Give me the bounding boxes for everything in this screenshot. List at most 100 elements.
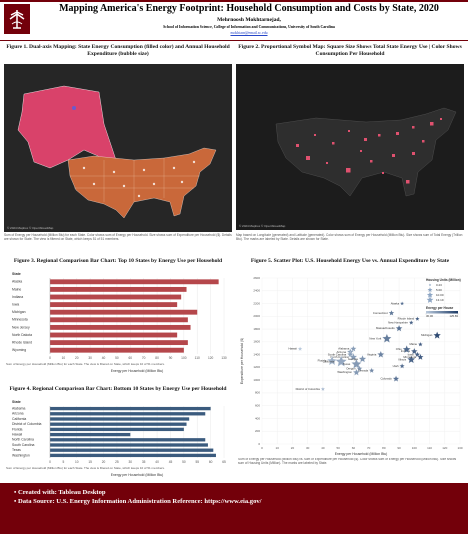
email[interactable]: mokhtarn@email.sc.edu — [230, 31, 268, 35]
x-axis-label: Energy per Household (Million Btu) — [111, 473, 164, 477]
legend-label: 10.00 — [436, 293, 444, 297]
x-tick-label: 0 — [261, 446, 263, 450]
point-label: Michigan — [421, 333, 433, 337]
category-label: North Carolina — [12, 438, 34, 442]
bar — [50, 448, 214, 452]
category-label: North Dakota — [12, 333, 32, 337]
x-tick-label: 10 — [62, 356, 66, 360]
category-label: District of Columbia — [12, 422, 42, 426]
point — [349, 352, 358, 361]
point-label: Arizona — [337, 350, 347, 354]
point-label: Utah — [393, 364, 399, 368]
x-tick-label: 25 — [115, 460, 119, 464]
point-label: Texas — [343, 362, 351, 366]
map: © 2024 Mapbox © OpenStreetMap — [4, 64, 232, 232]
point — [417, 341, 424, 347]
y-tick-label: 0 — [258, 442, 260, 446]
point-label: South Carolina — [328, 352, 347, 356]
point-label: North Carolina — [331, 355, 349, 359]
bar — [50, 417, 190, 421]
point-label: Iowa — [408, 352, 414, 356]
x-axis-label: Energy per Household (Million Btu) — [111, 369, 164, 373]
footer-item: • Created with: Tableau Desktop — [14, 489, 106, 496]
category-label: Rhode Island — [12, 340, 32, 344]
x-tick-label: 90 — [169, 356, 173, 360]
y-tick-label: 2200 — [253, 301, 260, 305]
footer-text: Data Source: U.S. Energy Information Adm… — [17, 498, 262, 505]
category-label: Minnesota — [12, 318, 28, 322]
point-label: Alaska — [391, 301, 400, 305]
x-tick-label: 35 — [142, 460, 146, 464]
bar — [50, 432, 131, 437]
figure-title: Figure 5. Scatter Plot: U.S. Household E… — [250, 258, 450, 264]
point-label: Rhode Island — [398, 317, 415, 321]
x-tick-label: 110 — [195, 356, 200, 360]
bar — [50, 286, 187, 292]
footer-item: • Data Source: U.S. Energy Information A… — [14, 498, 262, 505]
x-tick-label: 60 — [209, 460, 213, 464]
figure-title: Figure 4. Regional Comparison Bar Chart:… — [9, 386, 227, 392]
y-tick-label: 1000 — [253, 378, 260, 382]
category-label: Indiana — [12, 295, 23, 299]
divider — [0, 40, 468, 41]
x-tick-label: 55 — [195, 460, 199, 464]
point-label: Connecticut — [373, 311, 388, 315]
point — [399, 363, 406, 369]
legend-symbol — [426, 296, 434, 303]
x-tick-label: 0 — [49, 460, 51, 464]
legend-label: 13.19 — [436, 298, 444, 302]
point-label: Colorado — [380, 377, 392, 381]
x-tick-label: 100 — [181, 356, 187, 360]
y-tick-label: 800 — [255, 391, 260, 395]
bar — [50, 406, 211, 411]
legend-title: Energy per House — [426, 306, 454, 310]
x-tick-label: 40 — [102, 356, 106, 360]
point-label: Massachusetts — [376, 326, 395, 330]
point-label: New York — [369, 336, 381, 340]
point — [395, 324, 403, 332]
point-label: Oregon — [346, 366, 356, 370]
title: Mapping America's Energy Footprint: Hous… — [59, 3, 439, 14]
bar — [50, 309, 198, 315]
legend-label: 5.00 — [436, 288, 442, 292]
point — [433, 331, 442, 339]
figure-title: Figure 3. Regional Comparison Bar Chart:… — [13, 258, 223, 264]
category-label: Iowa — [12, 302, 19, 306]
point — [352, 368, 361, 376]
footer: • Created with: Tableau Desktop • Data S… — [0, 483, 468, 534]
point-label: Minnesota — [403, 355, 416, 359]
point — [410, 347, 418, 355]
x-tick-label: 130 — [457, 446, 462, 450]
point-label: Virginia — [367, 352, 377, 356]
x-tick-label: 80 — [382, 446, 386, 450]
bar — [50, 438, 206, 442]
y-tick-label: 1400 — [253, 352, 260, 356]
point — [399, 301, 405, 306]
header: Mapping America's Energy Footprint: Hous… — [0, 0, 468, 42]
scatter-chart: 0 10 20 30 40 50 60 70 80 90 100 110 120 130 0 200 400 60… — [238, 276, 463, 465]
y-tick-label: 2400 — [253, 289, 260, 293]
bar-chart: State 0 5 10 15 20 25 30 35 40 45 50 55 60 65 Alabama Ar… — [6, 400, 226, 477]
x-tick-label: 50 — [336, 446, 340, 450]
caption: Sum of Energy per Household (Million Btu… — [6, 466, 165, 470]
legend-symbol — [427, 287, 433, 293]
point-label: Florida — [318, 359, 327, 363]
color-ramp — [426, 311, 458, 314]
x-tick-label: 60 — [352, 446, 356, 450]
x-tick-label: 65 — [222, 460, 226, 464]
point — [356, 365, 363, 372]
y-tick-label: 1800 — [253, 327, 260, 331]
category-label: Florida — [12, 427, 22, 431]
map-credit: © 2024 Mapbox © OpenStreetMap — [7, 226, 54, 230]
caption: Sum of Energy per Household (Million Btu… — [4, 233, 232, 241]
bar — [50, 422, 187, 426]
point-label: California — [323, 359, 335, 363]
x-tick-label: 45 — [169, 460, 173, 464]
point-label: Alabama — [338, 347, 349, 351]
y-tick-label: 2000 — [253, 314, 260, 318]
category-label: Hawaii — [12, 432, 22, 436]
point-label: New Hampshire — [388, 320, 408, 324]
x-axis-label: Energy per Household (Million Btu) — [335, 452, 388, 456]
category-label: Alabama — [12, 406, 25, 410]
point-label: District of Columbia — [296, 387, 321, 391]
